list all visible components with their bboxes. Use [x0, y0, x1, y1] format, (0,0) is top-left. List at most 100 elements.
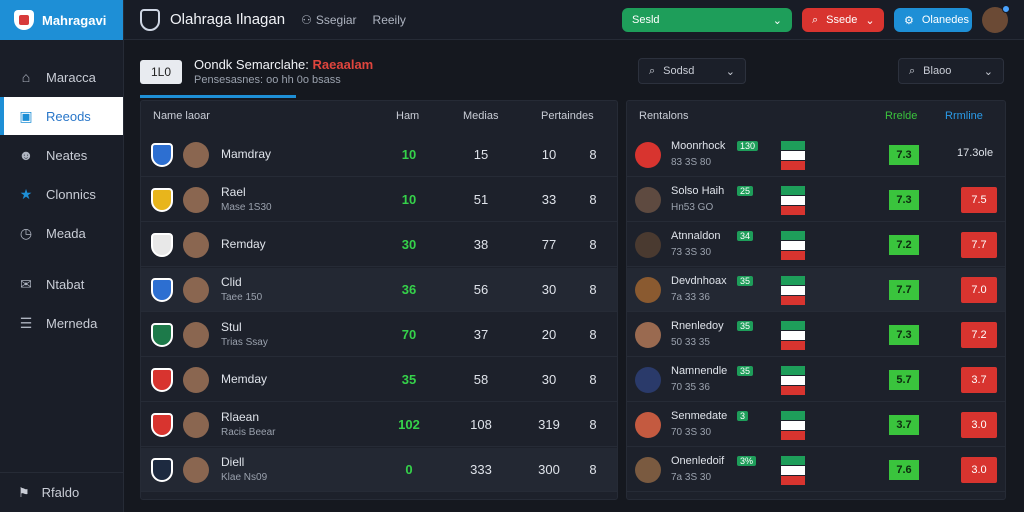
odds-green[interactable]: 7.3: [889, 325, 919, 345]
value-c: 30: [541, 282, 557, 297]
table-row[interactable]: Solso Haih 25 Hn53 GO 7.3 7.5: [627, 178, 1005, 222]
value-c: 20: [541, 327, 557, 342]
value-ham: 36: [401, 282, 417, 297]
odds-red[interactable]: 7.2: [961, 322, 997, 348]
mini-stat-stack: [781, 276, 805, 306]
value-ham: 10: [401, 192, 417, 207]
table-row[interactable]: Devdnhoax 35 7a 33 36 7.7 7.0: [627, 268, 1005, 312]
left-table: Name laoar Ham Medias Pertaindes Mamdray…: [140, 100, 618, 500]
flag-icon: ⚑: [18, 484, 30, 500]
odds-green[interactable]: 7.3: [889, 190, 919, 210]
brand-name: Mahragavi: [42, 12, 107, 28]
odds-green[interactable]: 7.3: [889, 145, 919, 165]
nav-item-5[interactable]: ✉ Ntabat: [0, 265, 123, 303]
right-filter-select[interactable]: ⌕ Blaoo ⌄: [898, 58, 1004, 84]
row-subtitle: 70 3S 30: [671, 427, 712, 438]
table-row[interactable]: Diell Klae Ns09 0 333 300 8: [141, 448, 617, 492]
value-medias: 51: [473, 192, 489, 207]
value-c: 30: [541, 372, 557, 387]
team-crest-icon: [151, 143, 173, 167]
chevron-down-icon: ⌄: [865, 14, 875, 27]
value-d: 8: [589, 372, 597, 387]
table-row[interactable]: Moonrhock 130 83 3S 80 7.3 17.3ole: [627, 133, 1005, 177]
nav-item-0[interactable]: ⌂ Maracca: [0, 58, 123, 96]
value-ham: 70: [401, 327, 417, 342]
row-name: Solso Haih: [671, 185, 725, 197]
odds-red[interactable]: 7.5: [961, 187, 997, 213]
team-crest-icon: [151, 458, 173, 482]
mini-stat-stack: [781, 141, 805, 171]
page-subtitle: Pensesasnes: oo hh 0o bsass: [194, 74, 341, 86]
app-title: Olahraga Ilnagan: [170, 11, 286, 28]
nav-item-2[interactable]: ☻ Neates: [0, 136, 123, 174]
search-button[interactable]: ⌕ Ssede ⌄: [802, 8, 884, 32]
value-ham: 35: [401, 372, 417, 387]
col-header-name: Name laoar: [153, 110, 210, 122]
player-avatar: [183, 367, 209, 393]
odds-red[interactable]: 3.7: [961, 367, 997, 393]
page-badge: 1L0: [140, 60, 182, 84]
nav-item-1[interactable]: ▣ Reeods: [0, 97, 123, 135]
value-d: 8: [589, 147, 597, 162]
player-avatar: [635, 367, 661, 393]
row-subtitle: Mase 1S30: [221, 202, 272, 213]
odds-red[interactable]: 3.0: [961, 457, 997, 483]
sidebar-footer[interactable]: ⚑ Rfaldo: [0, 472, 124, 512]
row-name: Rael: [221, 185, 246, 199]
page-title-text: Oondk Semarclahe:: [194, 57, 309, 72]
odds-red[interactable]: 7.7: [961, 232, 997, 258]
blue-button[interactable]: ⚙ Olanedes: [894, 8, 972, 32]
value-ham: 30: [401, 237, 417, 252]
table-row[interactable]: Stul Trias Ssay 70 37 20 8: [141, 313, 617, 357]
table-row[interactable]: Rael Mase 1S30 10 51 33 8: [141, 178, 617, 222]
row-name: Onenledoif: [671, 455, 725, 467]
table-row[interactable]: Namnendle 35 70 35 36 5.7 3.7: [627, 358, 1005, 402]
col-header-medias: Medias: [463, 110, 499, 122]
odds-green[interactable]: 5.7: [889, 370, 919, 390]
page-header: 1L0 Oondk Semarclahe: Raeaalam Pensesasn…: [140, 54, 620, 98]
mini-stat-stack: [781, 366, 805, 396]
col-header-rrmline: Rrmline: [945, 110, 983, 122]
left-filter-select[interactable]: ⌕ Sodsd ⌄: [638, 58, 746, 84]
table-row[interactable]: Senmedate 3 70 3S 30 3.7 3.0: [627, 403, 1005, 447]
avatar[interactable]: [982, 5, 1010, 33]
nav-item-3[interactable]: ★ Clonnics: [0, 175, 123, 213]
table-row[interactable]: Onenledoif 3% 7a 3S 30 7.6 3.0: [627, 448, 1005, 492]
table-row[interactable]: Mamdray 10 15 10 8: [141, 133, 617, 177]
topbar: Olahraga Ilnagan ⚇ Ssegiar Reeily Sesld ⌄ …: [124, 0, 1024, 40]
value-medias: 333: [470, 462, 492, 477]
brand[interactable]: Mahragavi: [0, 0, 123, 40]
mini-stat-stack: [781, 411, 805, 441]
team-crest-icon: [151, 278, 173, 302]
col-header-pertaindes: Pertaindes: [541, 110, 594, 122]
odds-green[interactable]: 7.6: [889, 460, 919, 480]
table-row[interactable]: Remday 30 38 77 8: [141, 223, 617, 267]
value-d: 8: [589, 327, 597, 342]
row-name: Stul: [221, 320, 242, 334]
table-row[interactable]: Atnnaldon 34 73 3S 30 7.2 7.7: [627, 223, 1005, 267]
table-row[interactable]: Memday 35 58 30 8: [141, 358, 617, 402]
odds-green[interactable]: 7.7: [889, 280, 919, 300]
top-link-1[interactable]: ⚇ Ssegiar: [301, 13, 356, 27]
nav-item-4[interactable]: ◷ Meada: [0, 214, 123, 252]
team-crest-icon: [151, 188, 173, 212]
player-avatar: [635, 277, 661, 303]
player-avatar: [635, 232, 661, 258]
table-row[interactable]: Rlaean Racis Beear 102 108 319 8: [141, 403, 617, 447]
odds-red[interactable]: 7.0: [961, 277, 997, 303]
green-dropdown[interactable]: Sesld ⌄: [622, 8, 792, 32]
search-icon: ⌕: [649, 64, 656, 77]
odds-green[interactable]: 7.2: [889, 235, 919, 255]
top-link-2[interactable]: Reeily: [372, 12, 406, 27]
sidebar: Mahragavi ⌂ Maracca ▣ Reeods ☻ Neates ★ Clon…: [0, 0, 124, 512]
odds-red[interactable]: 3.0: [961, 412, 997, 438]
table-row[interactable]: Clid Taee 150 36 56 30 8: [141, 268, 617, 312]
notification-dot: [1002, 5, 1010, 13]
row-name: Diell: [221, 455, 245, 469]
nav-item-6[interactable]: ☰ Merneda: [0, 304, 123, 342]
odds-green[interactable]: 3.7: [889, 415, 919, 435]
row-name: Mamdray: [221, 147, 272, 161]
chevron-down-icon: ⌄: [725, 65, 735, 78]
value-d: 8: [589, 417, 597, 432]
table-row[interactable]: Rnenledoy 35 50 33 35 7.3 7.2: [627, 313, 1005, 357]
